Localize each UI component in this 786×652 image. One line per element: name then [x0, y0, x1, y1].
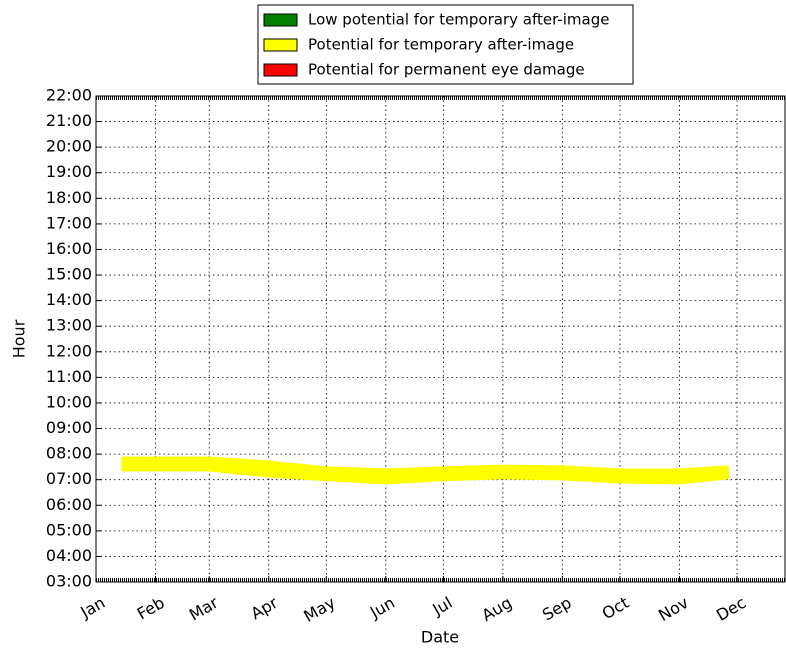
y-tick-label: 12:00: [46, 341, 92, 360]
x-tick-label: Jan: [77, 593, 109, 622]
legend-label: Potential for temporary after-image: [308, 36, 574, 54]
legend-label: Low potential for temporary after-image: [308, 11, 609, 29]
y-tick-label: 19:00: [46, 162, 92, 181]
legend-swatch: [263, 13, 298, 27]
x-tick-label: Aug: [479, 593, 516, 625]
glare-band: [121, 456, 729, 485]
y-tick-label: 05:00: [46, 520, 92, 539]
y-tick-label: 11:00: [46, 367, 92, 386]
legend-swatch: [263, 38, 298, 52]
x-tick-label: Apr: [248, 593, 282, 624]
y-tick-label: 22:00: [46, 86, 92, 105]
x-tick-label: Oct: [599, 593, 632, 623]
y-tick-label: 03:00: [46, 572, 92, 591]
plot-frame: [95, 95, 786, 583]
y-tick-label: 16:00: [46, 239, 92, 258]
legend-box: [257, 4, 634, 85]
x-tick-label: Jun: [366, 593, 398, 622]
y-axis-label: Hour: [10, 319, 29, 358]
x-tick-label: Feb: [134, 593, 168, 624]
y-tick-label: 20:00: [46, 137, 92, 156]
y-tick-label: 13:00: [46, 316, 92, 335]
legend-label: Potential for permanent eye damage: [308, 61, 585, 79]
x-tick-label: Jul: [429, 593, 456, 620]
y-tick-label: 06:00: [46, 495, 92, 514]
y-tick-label: 18:00: [46, 188, 92, 207]
x-tick-label: Mar: [186, 593, 222, 625]
x-tick-label: May: [300, 593, 338, 626]
legend-swatch: [263, 63, 298, 77]
x-tick-label: Sep: [539, 593, 575, 625]
x-axis-label: Date: [421, 628, 459, 647]
y-tick-label: 15:00: [46, 265, 92, 284]
y-tick-label: 21:00: [46, 111, 92, 130]
y-tick-label: 04:00: [46, 546, 92, 565]
y-tick-label: 08:00: [46, 444, 92, 463]
y-tick-label: 14:00: [46, 290, 92, 309]
y-tick-label: 07:00: [46, 469, 92, 488]
y-tick-label: 09:00: [46, 418, 92, 437]
x-tick-label: Nov: [655, 593, 692, 625]
x-tick-label: Dec: [713, 593, 749, 625]
y-tick-label: 17:00: [46, 213, 92, 232]
y-tick-label: 10:00: [46, 392, 92, 411]
